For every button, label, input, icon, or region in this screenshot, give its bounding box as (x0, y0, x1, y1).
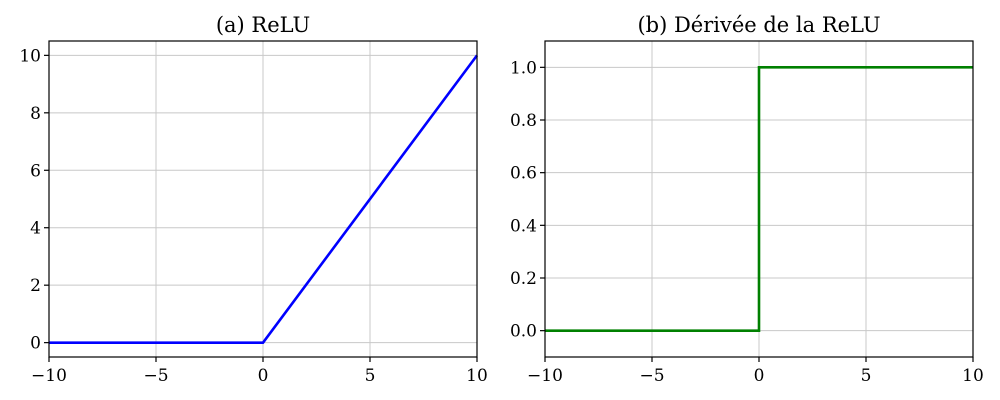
y-tick-label: 0.0 (510, 322, 537, 342)
y-tick-label: 0.2 (510, 269, 537, 289)
y-tick-label: 0 (30, 334, 41, 354)
x-tick-label: −5 (639, 366, 664, 386)
x-tick-label: −10 (527, 366, 563, 386)
y-tick-label: 2 (30, 276, 41, 296)
x-tick-label: −5 (143, 366, 168, 386)
y-tick-label: 4 (30, 219, 41, 239)
x-tick-label: 5 (861, 366, 872, 386)
panel-relu-derivative: (b) Dérivée de la ReLU −10 −5 0 5 10 0.0 0.2 0.… (510, 13, 984, 386)
y-tick-label: 0.8 (510, 111, 537, 131)
y-tick-label: 10 (19, 46, 41, 66)
y-tick-label: 6 (30, 161, 41, 181)
x-tick-label: 0 (258, 366, 269, 386)
y-tick-label: 8 (30, 104, 41, 124)
x-tick-label: −10 (31, 366, 67, 386)
x-tick-label: 10 (466, 366, 488, 386)
series-line (545, 66, 973, 332)
x-tick-label: 0 (754, 366, 765, 386)
panel-relu: (a) ReLU −10 −5 0 5 10 0 2 4 6 8 10 (19, 13, 487, 386)
y-tick-label: 0.6 (510, 164, 537, 184)
series-line (49, 54, 479, 344)
chart-title: (a) ReLU (216, 13, 310, 37)
y-tick-label: 1.0 (510, 58, 537, 78)
y-tick-label: 0.4 (510, 216, 537, 236)
x-tick-label: 10 (962, 366, 984, 386)
x-tick-label: 5 (365, 366, 376, 386)
chart-title: (b) Dérivée de la ReLU (637, 13, 880, 37)
